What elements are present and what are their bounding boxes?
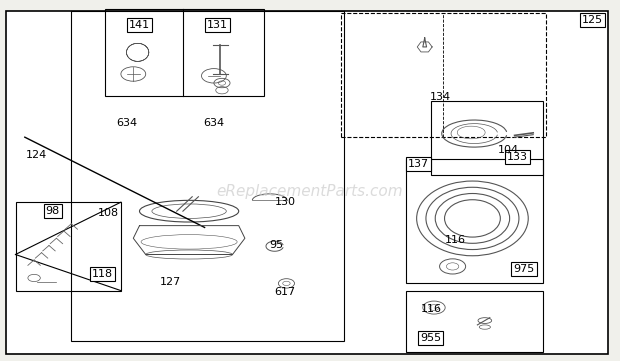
Text: 118: 118 [92, 269, 113, 279]
Text: 124: 124 [25, 150, 46, 160]
Text: 634: 634 [117, 118, 138, 128]
Text: 116: 116 [445, 235, 466, 245]
Text: 104: 104 [498, 145, 519, 155]
Text: 133: 133 [507, 152, 528, 162]
Text: 141: 141 [129, 20, 150, 30]
Bar [16, 202, 121, 291]
Text: 116: 116 [420, 304, 441, 314]
Bar [341, 13, 546, 137]
Text: 131: 131 [206, 20, 228, 30]
Text: eReplacementParts.com: eReplacementParts.com [216, 184, 404, 199]
Text: 130: 130 [275, 197, 296, 207]
Text: 108: 108 [98, 208, 119, 218]
Bar [406, 291, 542, 352]
Text: 98: 98 [46, 206, 60, 216]
Text: 955: 955 [420, 332, 441, 343]
Bar [105, 9, 264, 96]
Bar [431, 101, 542, 175]
Bar [71, 11, 344, 341]
Text: 134: 134 [430, 92, 451, 103]
Text: 975: 975 [513, 264, 534, 274]
Text: 95: 95 [269, 240, 283, 251]
Text: 127: 127 [160, 277, 181, 287]
Text: 125: 125 [582, 15, 603, 25]
Text: 617: 617 [275, 287, 296, 297]
Text: 137: 137 [408, 159, 429, 169]
Bar [406, 159, 542, 283]
Text: 634: 634 [203, 118, 224, 128]
